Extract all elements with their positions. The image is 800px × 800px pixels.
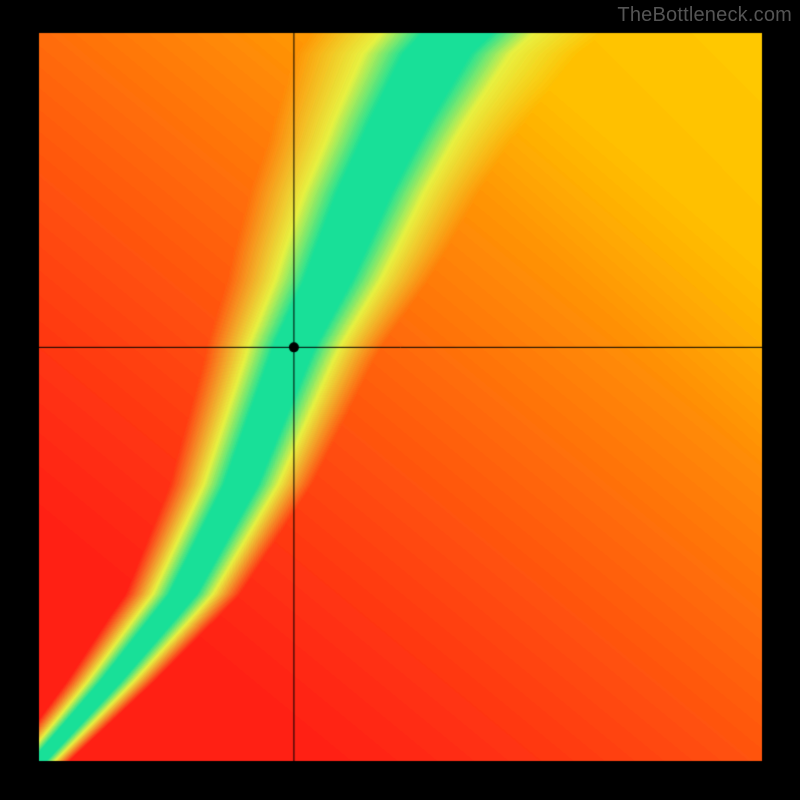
attribution-label: TheBottleneck.com	[617, 4, 792, 27]
heatmap-canvas	[0, 0, 800, 800]
chart-container: TheBottleneck.com	[0, 0, 800, 800]
